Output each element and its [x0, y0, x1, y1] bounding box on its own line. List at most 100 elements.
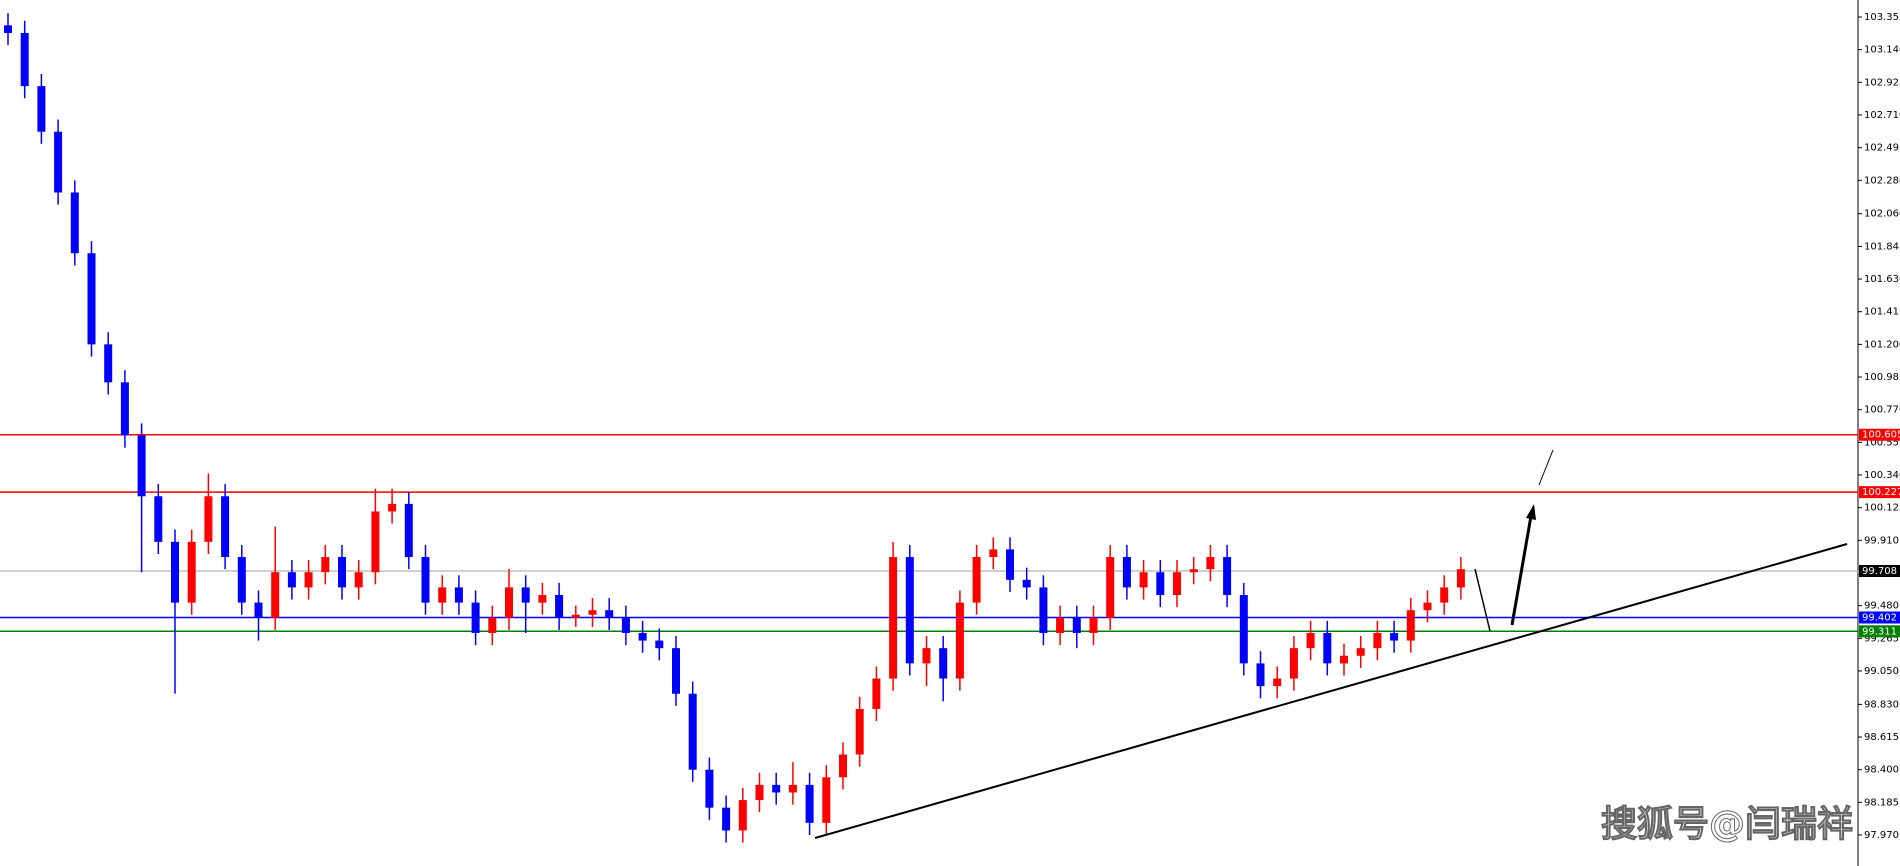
- candle-body: [20, 32, 29, 87]
- candle-body: [1273, 678, 1282, 687]
- candle-body: [421, 557, 430, 603]
- candle-body: [521, 587, 530, 603]
- y-tick-label: 98.400: [1864, 765, 1899, 776]
- y-tick-label: 99.265: [1864, 633, 1899, 644]
- candle-body: [37, 86, 46, 132]
- candle-body: [254, 602, 263, 618]
- y-tick-label: 100.555: [1864, 437, 1900, 448]
- candle-body: [1206, 557, 1215, 570]
- candle-body: [972, 557, 981, 603]
- y-tick-label: 101.845: [1864, 241, 1900, 252]
- candle-body: [1022, 579, 1031, 588]
- candle-body: [1406, 610, 1415, 641]
- y-tick-label: 98.185: [1864, 797, 1899, 808]
- candle-body: [404, 503, 413, 558]
- y-tick-label: 101.630: [1864, 274, 1900, 285]
- candle-body: [705, 769, 714, 808]
- candle-body: [137, 435, 146, 497]
- candle-body: [70, 192, 79, 254]
- candle-body: [1089, 617, 1098, 633]
- candle-body: [672, 648, 680, 694]
- candle-body: [171, 541, 179, 603]
- candle-body: [621, 617, 630, 633]
- candle-body: [1039, 587, 1048, 633]
- candle-body: [338, 557, 346, 588]
- level-label-box: [1859, 428, 1900, 441]
- candle-body: [1239, 595, 1248, 664]
- candle-body: [1440, 587, 1449, 603]
- candle-body: [722, 807, 731, 831]
- candle-body: [104, 344, 113, 383]
- candle-body: [588, 610, 597, 615]
- y-tick-label: 102.710: [1864, 110, 1900, 121]
- candle-body: [571, 614, 580, 618]
- candle-body: [1139, 572, 1148, 588]
- levels: [0, 433, 1858, 633]
- y-tick-label: 98.830: [1864, 699, 1899, 710]
- candle-body: [1056, 617, 1065, 633]
- candle-body: [237, 557, 246, 603]
- candle-body: [287, 572, 296, 588]
- candles: [4, 13, 1465, 843]
- candle-body: [120, 382, 129, 436]
- candle-body: [955, 602, 964, 679]
- candle-body: [872, 678, 881, 709]
- candle-body: [505, 587, 513, 618]
- y-tick-label: 100.340: [1864, 470, 1900, 481]
- candle-body: [1223, 557, 1232, 596]
- y-tick-label: 98.615: [1864, 732, 1899, 743]
- y-tick-label: 99.910: [1864, 535, 1899, 546]
- y-tick-label: 100.985: [1864, 372, 1900, 383]
- candle-body: [922, 648, 931, 664]
- level-label: 99.402: [1862, 612, 1897, 623]
- level-label-box: [1859, 486, 1900, 499]
- candle-body: [1356, 648, 1365, 656]
- candle-body: [454, 587, 463, 603]
- candle-body: [1006, 549, 1014, 580]
- candle-body: [738, 800, 747, 831]
- y-tick-label: 101.415: [1864, 307, 1900, 318]
- y-tick-label: 101.200: [1864, 339, 1900, 350]
- level-label: 100.605: [1862, 430, 1900, 441]
- candle-body: [772, 784, 781, 793]
- candle-body: [304, 572, 313, 588]
- candle-body: [321, 557, 330, 573]
- candle-body: [1106, 557, 1115, 618]
- y-tick-label: 102.280: [1864, 175, 1900, 186]
- candle-body: [688, 693, 697, 770]
- candle-body: [271, 572, 280, 618]
- candle-body: [1289, 648, 1298, 679]
- y-tick-label: 102.495: [1864, 143, 1900, 154]
- candle-body: [204, 496, 213, 542]
- candle-body: [471, 602, 480, 633]
- arrow-head: [1526, 504, 1536, 520]
- y-tick-label: 99.480: [1864, 601, 1899, 612]
- level-label-box: [1859, 565, 1900, 578]
- candle-body: [87, 253, 96, 345]
- watermark: 搜狐号@闫瑞祥: [1601, 804, 1853, 845]
- candle-body: [788, 784, 797, 793]
- level-label-box: [1859, 625, 1900, 638]
- candle-body: [555, 595, 564, 618]
- y-tick-label: 103.140: [1864, 45, 1900, 56]
- candle-body: [388, 503, 397, 512]
- candle-body: [805, 784, 814, 823]
- candle-body: [438, 587, 447, 603]
- candle-body: [1390, 632, 1399, 641]
- arrow-continuation: [1538, 449, 1554, 486]
- candle-body: [1072, 617, 1081, 633]
- candle-body: [1306, 632, 1315, 649]
- y-tick-label: 100.770: [1864, 405, 1900, 416]
- candle-body: [221, 496, 230, 558]
- level-label: 100.227: [1862, 487, 1900, 498]
- candle-body: [1340, 655, 1348, 664]
- arrow-down-path: [1474, 568, 1491, 632]
- y-tick-label: 102.060: [1864, 209, 1900, 220]
- candle-body: [154, 496, 163, 542]
- candle-body: [187, 541, 196, 603]
- candle-body: [605, 610, 614, 618]
- y-tick-label: 97.970: [1864, 830, 1899, 841]
- candle-body: [1122, 557, 1131, 588]
